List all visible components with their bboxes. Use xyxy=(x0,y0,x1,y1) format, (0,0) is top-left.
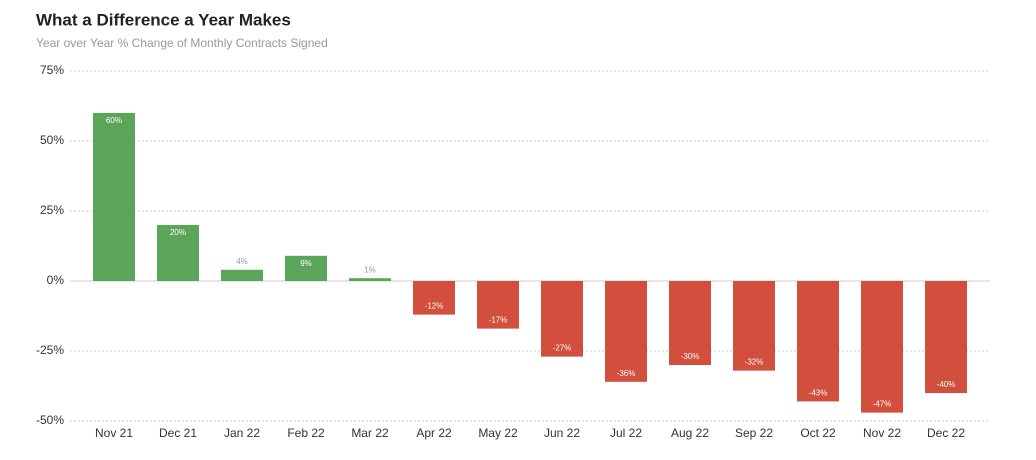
y-tick-label: 25% xyxy=(40,203,64,217)
x-tick-label: Jun 22 xyxy=(544,426,580,440)
value-label: -47% xyxy=(873,400,892,409)
bar xyxy=(477,281,519,329)
bar xyxy=(93,113,135,281)
x-tick-label: Sep 22 xyxy=(735,426,773,440)
value-label: -30% xyxy=(681,352,700,361)
value-label: 4% xyxy=(236,257,248,266)
x-tick-label: Apr 22 xyxy=(416,426,452,440)
bar xyxy=(413,281,455,315)
value-label: 1% xyxy=(364,265,376,274)
chart-title: What a Difference a Year Makes xyxy=(36,10,291,29)
value-label: -36% xyxy=(617,369,636,378)
bar xyxy=(669,281,711,365)
bar xyxy=(221,269,263,281)
value-label: -32% xyxy=(745,358,764,367)
x-tick-label: May 22 xyxy=(478,426,518,440)
bar xyxy=(541,281,583,357)
value-label: 20% xyxy=(170,228,186,237)
bar xyxy=(349,278,391,281)
y-tick-label: -25% xyxy=(36,343,64,357)
x-tick-label: Dec 21 xyxy=(159,426,197,440)
bar xyxy=(605,281,647,382)
value-label: -43% xyxy=(809,389,828,398)
bar xyxy=(157,225,199,281)
x-tick-label: Dec 22 xyxy=(927,426,965,440)
y-tick-label: -50% xyxy=(36,413,64,427)
bar xyxy=(733,281,775,371)
x-tick-label: Feb 22 xyxy=(287,426,325,440)
x-tick-label: Oct 22 xyxy=(800,426,836,440)
value-label: -27% xyxy=(553,344,572,353)
y-tick-label: 50% xyxy=(40,133,64,147)
value-label: 9% xyxy=(300,259,312,268)
bar xyxy=(797,281,839,402)
y-tick-label: 75% xyxy=(40,63,64,77)
x-tick-label: Nov 22 xyxy=(863,426,901,440)
y-tick-label: 0% xyxy=(47,273,65,287)
x-tick-label: Mar 22 xyxy=(351,426,389,440)
bar xyxy=(861,281,903,413)
x-tick-label: Jul 22 xyxy=(610,426,642,440)
value-label: 60% xyxy=(106,116,122,125)
x-tick-label: Jan 22 xyxy=(224,426,260,440)
value-label: -17% xyxy=(489,316,508,325)
value-label: -40% xyxy=(937,380,956,389)
value-label: -12% xyxy=(425,302,444,311)
bar xyxy=(285,255,327,281)
bar xyxy=(925,281,967,393)
chart-subtitle: Year over Year % Change of Monthly Contr… xyxy=(36,36,328,50)
x-tick-label: Aug 22 xyxy=(671,426,709,440)
x-tick-label: Nov 21 xyxy=(95,426,133,440)
